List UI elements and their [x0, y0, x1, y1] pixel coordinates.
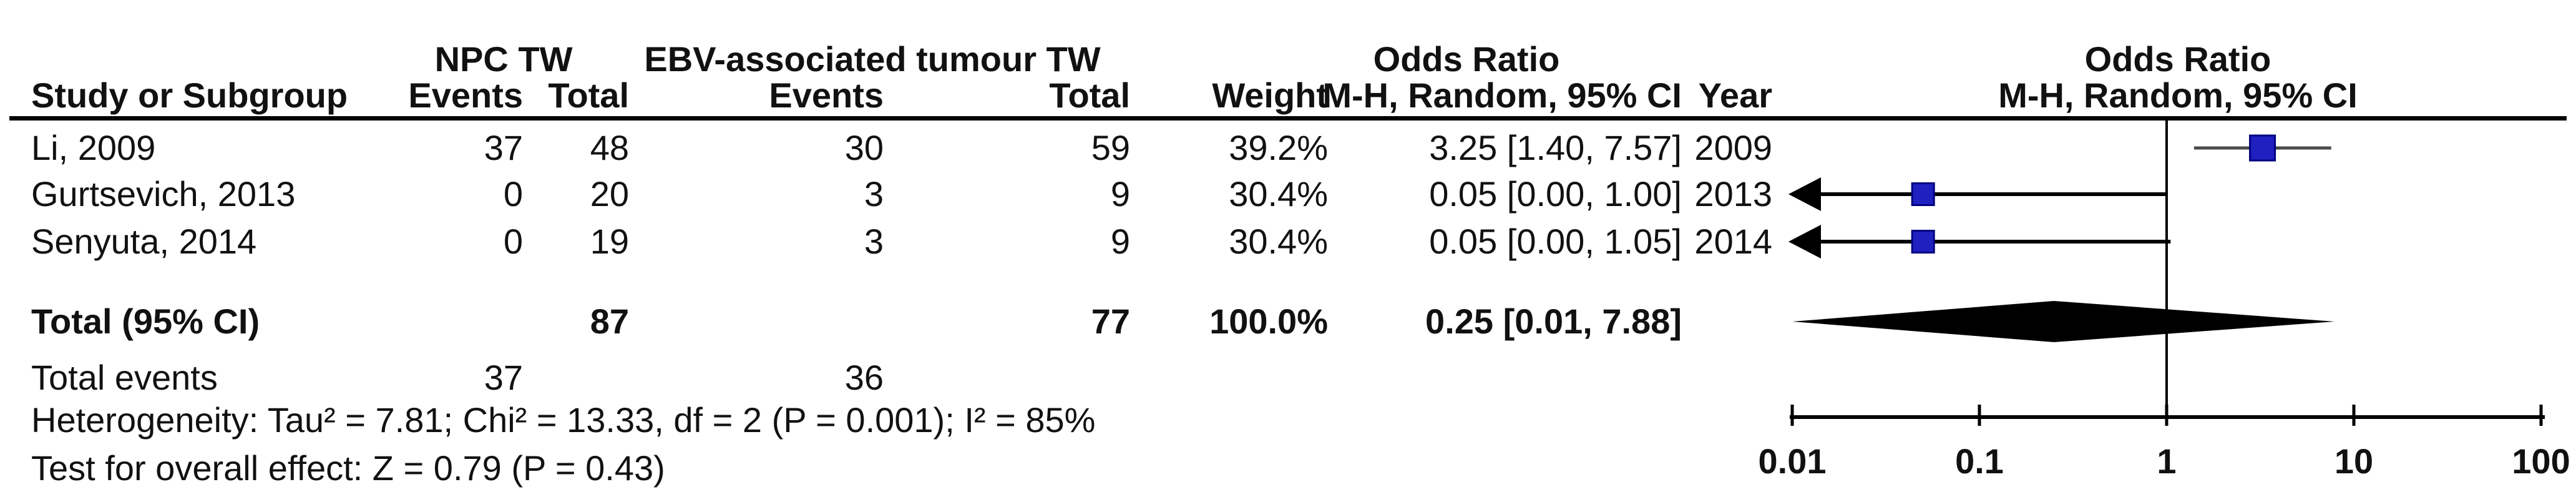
study-or-marker [1911, 230, 1935, 253]
mh-ci-right-column-header: M-H, Random, 95% CI [1998, 76, 2358, 115]
npc-events-value: 0 [503, 222, 523, 261]
ebv-total-value: 59 [1091, 128, 1130, 167]
npc-events-value: 0 [503, 174, 523, 214]
study-column-header: Study or Subgroup [31, 76, 348, 115]
total-npc-total-value: 87 [590, 302, 629, 341]
ebv-total-value: 9 [1110, 174, 1130, 214]
or-ci-value: 0.05 [0.00, 1.05] [1429, 222, 1682, 261]
npc-events-column-header: Events [408, 76, 523, 115]
total-weight-value: 100.0% [1209, 302, 1328, 341]
npc-total-column-header: Total [548, 76, 629, 115]
ebv-events-value: 3 [864, 174, 884, 214]
or-ci-value: 3.25 [1.40, 7.57] [1429, 128, 1682, 167]
total-events-npc-value: 37 [484, 358, 523, 397]
heterogeneity-text: Heterogeneity: Tau² = 7.81; Chi² = 13.33… [31, 400, 1096, 440]
odds-ratio-header-right: Odds Ratio [2084, 39, 2271, 79]
overall-effect-text: Test for overall effect: Z = 0.79 (P = 0… [31, 448, 665, 488]
ebv-events-value: 3 [864, 222, 884, 261]
or-ci-value: 0.05 [0.00, 1.00] [1429, 174, 1682, 214]
npc-group-header: NPC TW [434, 39, 573, 79]
ebv-group-header: EBV-associated tumour TW [644, 39, 1101, 79]
ebv-events-value: 30 [844, 128, 884, 167]
total-label: Total (95% CI) [31, 302, 260, 341]
pooled-diamond [1792, 301, 2334, 342]
year-value: 2009 [1694, 128, 1772, 167]
year-value: 2014 [1694, 222, 1772, 261]
ebv-total-value: 9 [1110, 222, 1130, 261]
npc-total-value: 19 [590, 222, 629, 261]
x-tick-label: 0.01 [1759, 441, 1827, 481]
odds-ratio-header-left: Odds Ratio [1373, 39, 1560, 79]
total-events-label: Total events [31, 358, 218, 397]
x-tick-label: 100 [2512, 441, 2570, 481]
weight-column-header: Weight [1212, 76, 1328, 115]
npc-total-value: 20 [590, 174, 629, 214]
ebv-events-column-header: Events [769, 76, 884, 115]
x-tick-label: 1 [2157, 441, 2176, 481]
study-label: Li, 2009 [31, 128, 156, 167]
ebv-total-column-header: Total [1049, 76, 1130, 115]
x-tick-label: 0.1 [1955, 441, 2004, 481]
study-or-marker [1911, 182, 1935, 206]
year-value: 2013 [1694, 174, 1772, 214]
npc-events-value: 37 [484, 128, 523, 167]
weight-value: 30.4% [1229, 222, 1328, 261]
header-rule [9, 116, 2567, 121]
total-ebv-total-value: 77 [1091, 302, 1130, 341]
npc-total-value: 48 [590, 128, 629, 167]
x-tick-label: 10 [2334, 441, 2373, 481]
total-events-ebv-value: 36 [844, 358, 884, 397]
study-label: Senyuta, 2014 [31, 222, 257, 261]
weight-value: 30.4% [1229, 174, 1328, 214]
mh-ci-column-header: M-H, Random, 95% CI [1322, 76, 1682, 115]
study-or-marker [2249, 134, 2276, 162]
ci-left-arrow [1788, 177, 1821, 211]
total-or-ci-value: 0.25 [0.01, 7.88] [1425, 302, 1682, 341]
ci-left-arrow [1788, 225, 1821, 258]
study-label: Gurtsevich, 2013 [31, 174, 296, 214]
weight-value: 39.2% [1229, 128, 1328, 167]
year-column-header: Year [1698, 76, 1772, 115]
